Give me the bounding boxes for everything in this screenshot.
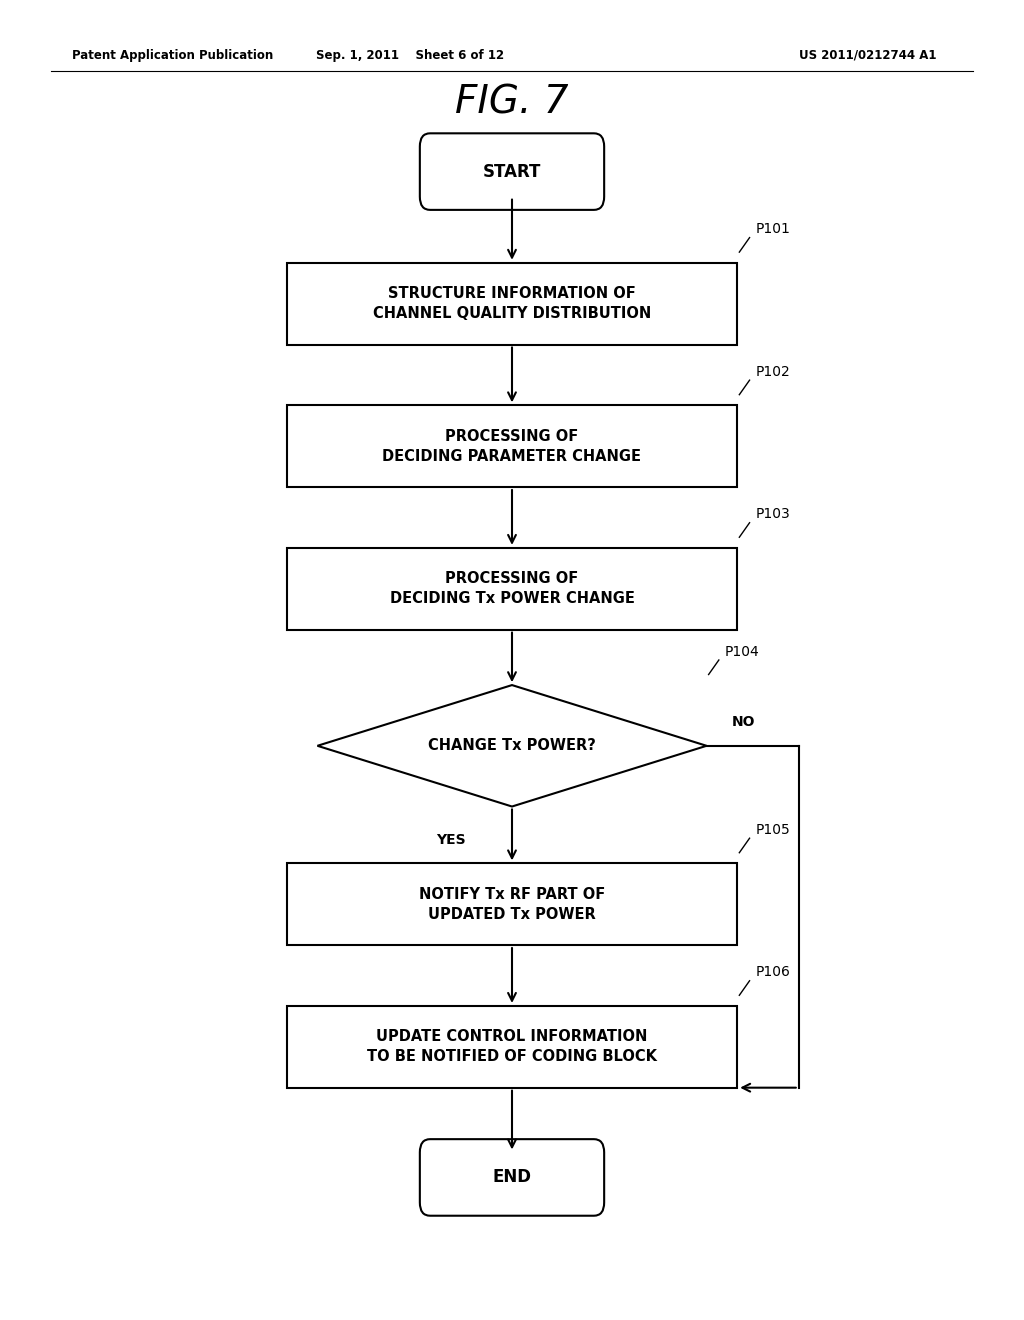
- Text: P104: P104: [725, 644, 760, 659]
- FancyBboxPatch shape: [420, 1139, 604, 1216]
- Text: US 2011/0212744 A1: US 2011/0212744 A1: [799, 49, 936, 62]
- Text: UPDATE CONTROL INFORMATION
TO BE NOTIFIED OF CODING BLOCK: UPDATE CONTROL INFORMATION TO BE NOTIFIE…: [367, 1030, 657, 1064]
- Text: P106: P106: [756, 965, 791, 979]
- Text: Patent Application Publication: Patent Application Publication: [72, 49, 273, 62]
- Text: FIG. 7: FIG. 7: [456, 84, 568, 121]
- FancyBboxPatch shape: [287, 263, 737, 345]
- FancyBboxPatch shape: [420, 133, 604, 210]
- Text: P101: P101: [756, 222, 791, 236]
- FancyBboxPatch shape: [287, 1006, 737, 1088]
- Text: YES: YES: [436, 833, 465, 846]
- Text: CHANGE Tx POWER?: CHANGE Tx POWER?: [428, 738, 596, 754]
- Text: NOTIFY Tx RF PART OF
UPDATED Tx POWER: NOTIFY Tx RF PART OF UPDATED Tx POWER: [419, 887, 605, 921]
- Text: Sep. 1, 2011    Sheet 6 of 12: Sep. 1, 2011 Sheet 6 of 12: [315, 49, 504, 62]
- FancyBboxPatch shape: [287, 548, 737, 630]
- Text: P105: P105: [756, 822, 791, 837]
- Text: END: END: [493, 1168, 531, 1187]
- Text: P103: P103: [756, 507, 791, 521]
- Text: STRUCTURE INFORMATION OF
CHANNEL QUALITY DISTRIBUTION: STRUCTURE INFORMATION OF CHANNEL QUALITY…: [373, 286, 651, 321]
- Text: P102: P102: [756, 364, 791, 379]
- Text: START: START: [482, 162, 542, 181]
- FancyBboxPatch shape: [287, 863, 737, 945]
- Text: NO: NO: [732, 715, 756, 729]
- FancyBboxPatch shape: [287, 405, 737, 487]
- Text: PROCESSING OF
DECIDING Tx POWER CHANGE: PROCESSING OF DECIDING Tx POWER CHANGE: [389, 572, 635, 606]
- Text: PROCESSING OF
DECIDING PARAMETER CHANGE: PROCESSING OF DECIDING PARAMETER CHANGE: [383, 429, 641, 463]
- Polygon shape: [317, 685, 707, 807]
